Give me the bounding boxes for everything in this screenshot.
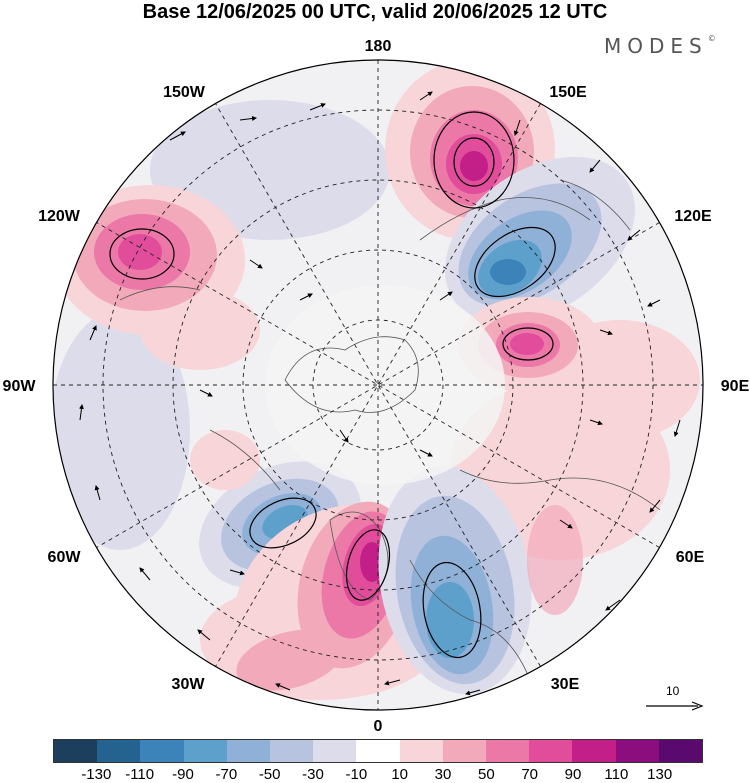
colorbar-tick-label: -110 — [125, 766, 155, 783]
colorbar-swatch — [97, 740, 141, 762]
colorbar-tick-label: 30 — [434, 766, 452, 783]
brand-mark: © — [707, 34, 716, 43]
colorbar-tick-label: -30 — [302, 766, 324, 783]
colorbar-swatch — [399, 740, 443, 762]
lon-label-150e: 150E — [549, 84, 587, 101]
colorbar-swatch — [54, 740, 98, 762]
colorbar-swatch — [183, 740, 227, 762]
colorbar-swatch — [356, 740, 400, 762]
lon-label-90e: 90E — [721, 378, 750, 395]
lon-label-90w: 90W — [3, 378, 37, 395]
colorbar-swatch — [615, 740, 659, 762]
anomaly-field — [53, 60, 703, 710]
colorbar-tick-label: 70 — [521, 766, 538, 783]
colorbar-tick-label: -130 — [81, 766, 112, 783]
colorbar-swatch — [529, 740, 573, 762]
colorbar — [53, 739, 703, 763]
lon-label-120w: 120W — [38, 208, 81, 225]
colorbar-tick-label: 90 — [564, 766, 582, 783]
colorbar-swatch — [658, 740, 703, 762]
lon-label-30e: 30E — [551, 676, 580, 693]
modes-logo: MODES© — [604, 34, 716, 58]
lon-label-150w: 150W — [163, 84, 206, 101]
colorbar-tick-label: 130 — [647, 766, 673, 783]
graticule — [53, 60, 703, 710]
lon-label-60w: 60W — [48, 549, 82, 566]
colorbar-tick-label: -50 — [258, 766, 281, 783]
lon-label-180: 180 — [365, 38, 392, 55]
colorbar-ticks: -130 -110 -90 -70 -50 -30 -10 10 30 50 70 90 110 130 — [53, 766, 703, 783]
colorbar-swatch — [572, 740, 616, 762]
wind-vectors — [78, 91, 681, 696]
streamlines — [109, 111, 556, 659]
colorbar-tick-label: -90 — [172, 766, 194, 783]
brand-text: MODES — [604, 34, 708, 58]
vector-scale-label: 10 — [666, 684, 680, 698]
coastlines — [119, 179, 661, 681]
colorbar-tick-label: 10 — [391, 766, 408, 783]
colorbar-tick-label: 50 — [477, 766, 495, 783]
colorbar-swatch — [486, 740, 530, 762]
map-boundary — [52, 59, 704, 711]
colorbar-swatch — [140, 740, 184, 762]
vector-scale-arrow — [646, 701, 704, 711]
lon-label-120e: 120E — [674, 208, 712, 225]
lon-label-60e: 60E — [676, 549, 705, 566]
colorbar-swatch — [313, 740, 357, 762]
lon-label-0: 0 — [374, 718, 383, 735]
map-title: Base 12/06/2025 00 UTC, valid 20/06/2025… — [142, 1, 608, 23]
colorbar-swatch — [226, 740, 271, 762]
colorbar-tick-label: -10 — [345, 766, 368, 783]
colorbar-tick-label: -70 — [215, 766, 238, 783]
colorbar-swatch — [270, 740, 314, 762]
colorbar-swatch — [442, 740, 487, 762]
colorbar-tick-label: 110 — [604, 766, 629, 783]
lon-label-30w: 30W — [172, 676, 206, 693]
